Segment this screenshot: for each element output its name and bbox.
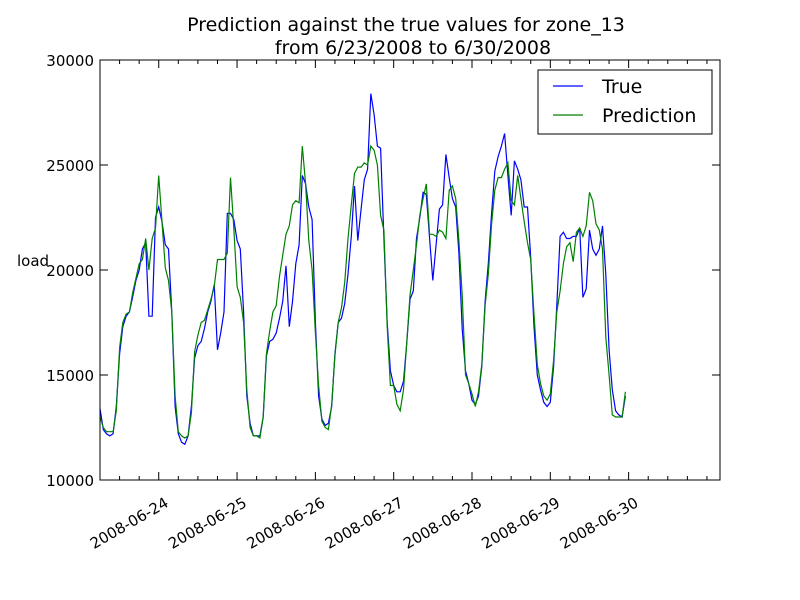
series-line-true [99,93,626,446]
x-tick-label: 2008-06-24 [87,494,172,553]
x-tick-label: 2008-06-25 [165,494,250,553]
y-tick-label: 20000 [46,262,94,280]
plot-frame [99,59,721,481]
legend-box [537,69,713,135]
x-tick-label: 2008-06-28 [400,494,485,553]
x-tick-label: 2008-06-30 [557,494,642,553]
series-line-prediction [99,144,626,439]
y-tick-label: 30000 [46,52,94,70]
legend: True Prediction [537,69,713,135]
y-tick-label: 10000 [46,472,94,490]
legend-true-label: True [601,76,642,98]
x-tick-label: 2008-06-27 [322,494,407,553]
y-axis-label: load [17,252,49,270]
chart-title-line-1: Prediction against the true values for z… [187,14,625,36]
plot-lines [99,93,626,446]
x-tick-label: 2008-06-26 [244,494,329,553]
x-tick-label: 2008-06-29 [479,494,564,553]
y-tick-label: 15000 [46,367,94,385]
legend-prediction-label: Prediction [602,105,696,127]
y-axis-ticks: 10000 15000 20000 25000 30000 [46,52,720,490]
y-tick-label: 25000 [46,157,94,175]
chart-title-line-2: from 6/23/2008 to 6/30/2008 [275,37,551,59]
